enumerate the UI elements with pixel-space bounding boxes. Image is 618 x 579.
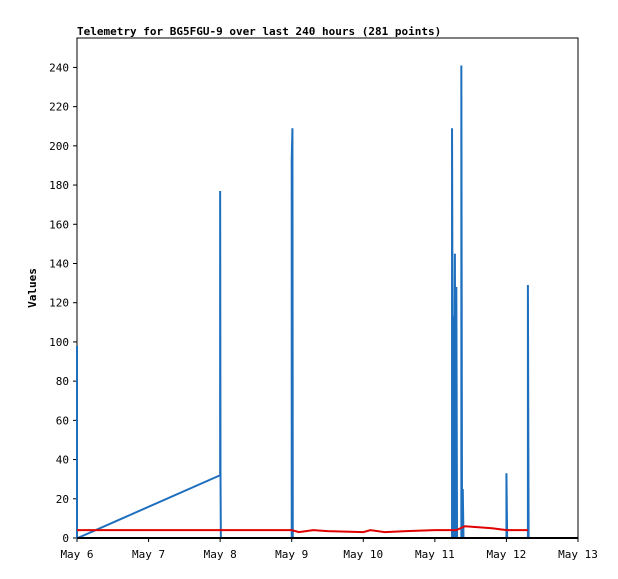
y-tick-label: 0	[62, 532, 69, 545]
y-tick-label: 220	[49, 101, 69, 114]
y-tick-label: 40	[56, 454, 69, 467]
series-line-1	[76, 65, 530, 539]
y-tick-label: 200	[49, 140, 69, 153]
plot-frame	[76, 37, 579, 539]
y-tick-label: 100	[49, 336, 69, 349]
series-layer	[76, 65, 530, 539]
y-tick-label: 180	[49, 179, 69, 192]
x-tick-label: May 11	[415, 548, 455, 561]
chart-title: Telemetry for BG5FGU-9 over last 240 hou…	[77, 25, 441, 38]
y-tick-label: 160	[49, 218, 69, 231]
x-tick-label: May 10	[343, 548, 383, 561]
x-tick-label: May 7	[132, 548, 165, 561]
y-axis: 0 20 40 60 80 100 120 140 160 180 200 220 240	[49, 61, 77, 545]
y-tick-label: 60	[56, 414, 69, 427]
y-tick-label: 80	[56, 375, 69, 388]
series-line-2	[77, 525, 528, 534]
y-tick-label: 120	[49, 297, 69, 310]
x-tick-label: May 9	[275, 548, 308, 561]
x-tick-label: May 12	[487, 548, 527, 561]
y-axis-label: Values	[26, 268, 39, 308]
x-tick-label: May 13	[558, 548, 598, 561]
y-tick-label: 20	[56, 493, 69, 506]
x-axis: May 6 May 7 May 8 May 9 May 10 May 11 May 12 Ma…	[60, 538, 598, 561]
y-tick-label: 240	[49, 61, 69, 74]
y-tick-label: 140	[49, 257, 69, 270]
x-tick-label: May 8	[204, 548, 237, 561]
x-tick-label: May 6	[60, 548, 93, 561]
